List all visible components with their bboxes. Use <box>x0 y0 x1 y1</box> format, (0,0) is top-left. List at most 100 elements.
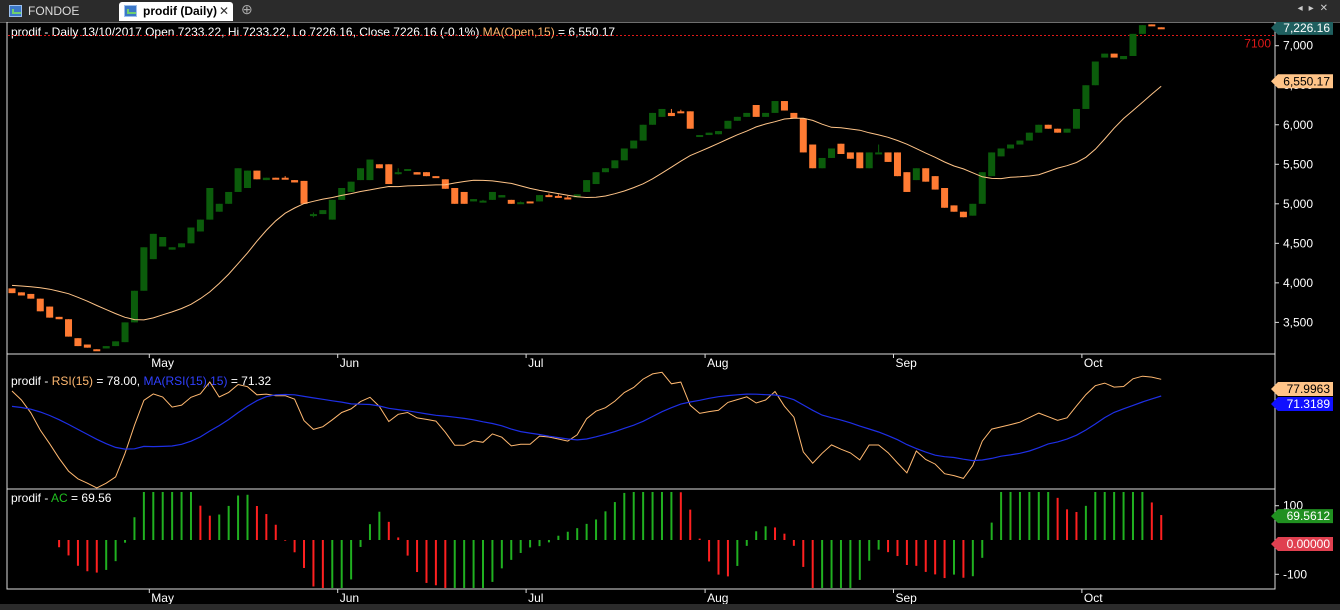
price-pane: prodif - Daily 13/10/2017 Open 7233.22, … <box>6 22 1333 355</box>
candle <box>969 203 977 216</box>
candle <box>1044 124 1052 129</box>
last-price-badge: 7,226.16 <box>1271 22 1333 35</box>
candle <box>658 108 666 117</box>
candle <box>752 105 760 117</box>
candle <box>488 191 496 200</box>
candle <box>828 148 836 158</box>
candle <box>639 124 647 141</box>
candle <box>517 202 525 205</box>
candle <box>1091 61 1099 86</box>
candle <box>667 112 675 117</box>
candle <box>1007 144 1015 149</box>
candle <box>27 293 35 299</box>
candle <box>357 168 365 181</box>
rsi-title: prodif - RSI(15) = 78.00, MA(RSI(15),15)… <box>11 374 272 388</box>
tab-nav-arrows[interactable]: ◂▸✕ <box>1297 3 1334 14</box>
last-price-badge-text: 7,226.16 <box>1283 22 1330 35</box>
x-tick-label: May <box>151 591 174 604</box>
candle <box>8 288 16 294</box>
candle <box>875 152 883 155</box>
ma-badge-bg <box>1271 74 1333 89</box>
candle <box>1025 132 1033 141</box>
candle <box>112 341 120 347</box>
candle <box>931 176 939 190</box>
candle <box>941 188 949 208</box>
candle <box>884 152 892 162</box>
candle <box>677 111 685 114</box>
candle <box>1016 140 1024 145</box>
candle <box>93 349 101 352</box>
candle <box>846 152 854 159</box>
candle <box>1054 128 1062 133</box>
candle <box>724 120 732 129</box>
x-tick-label: Jun <box>340 591 359 604</box>
candle <box>780 101 788 111</box>
x-tick-label: Jul <box>528 356 543 370</box>
candle <box>130 290 138 323</box>
candle <box>375 164 383 169</box>
candle <box>168 247 176 250</box>
chart-icon <box>9 5 22 17</box>
x-tick-label: Oct <box>1084 591 1103 604</box>
candle <box>1120 55 1128 60</box>
add-tab-icon[interactable]: ⊕ <box>241 1 253 17</box>
candle <box>206 188 214 220</box>
candle <box>743 112 751 117</box>
price-title: prodif - Daily 13/10/2017 Open 7233.22, … <box>11 25 615 39</box>
rsi-badge: 77.9963 <box>1271 382 1333 396</box>
candle <box>432 176 440 179</box>
candle <box>762 112 770 117</box>
tab-prodif[interactable]: prodif (Daily) ✕ <box>119 2 233 21</box>
candle <box>422 172 430 177</box>
candle <box>1148 24 1156 27</box>
candle <box>479 200 487 203</box>
candle <box>790 112 798 119</box>
candle <box>837 143 845 155</box>
candle <box>291 180 299 183</box>
candle <box>470 199 478 202</box>
ac-zero-badge-text: 0.00000 <box>1287 537 1331 551</box>
y-tick-label: 3,500 <box>1283 315 1313 329</box>
candle <box>225 191 233 204</box>
candle <box>451 188 459 204</box>
rsi-ma-badge: 71.3189 <box>1271 397 1333 411</box>
y-tick-label: 4,000 <box>1283 276 1313 290</box>
bottom-sheet-bar <box>0 604 1340 610</box>
close-icon[interactable]: ✕ <box>218 4 229 18</box>
candle <box>65 319 73 337</box>
candle <box>1138 25 1146 34</box>
candle <box>630 140 638 149</box>
candle <box>592 172 600 185</box>
candle <box>573 194 581 198</box>
candle <box>338 188 346 200</box>
candle <box>253 170 261 180</box>
candle <box>893 152 901 177</box>
candle <box>1157 27 1165 30</box>
y-tick-label: -100 <box>1283 567 1307 581</box>
rsi-pane: prodif - RSI(15) = 78.00, MA(RSI(15),15)… <box>6 353 1333 490</box>
rsi-ma-badge-text: 71.3189 <box>1287 397 1331 411</box>
candle <box>620 148 628 161</box>
candle <box>903 172 911 192</box>
rsi-badge-text: 77.9963 <box>1287 382 1331 396</box>
candle <box>149 233 157 260</box>
candle <box>950 205 958 212</box>
rsi-ma-badge-bg <box>1271 397 1333 411</box>
candle <box>978 172 986 204</box>
ac-badge-text: 69.5612 <box>1287 509 1331 523</box>
candle <box>460 191 468 204</box>
candle <box>394 172 402 175</box>
ac-badge-bg <box>1271 509 1333 524</box>
y-tick-label: 5,000 <box>1283 197 1313 211</box>
candle <box>564 197 572 200</box>
candle <box>997 148 1005 157</box>
candle <box>912 168 920 181</box>
candle <box>319 210 327 215</box>
tab-fondoe[interactable]: FONDOE (Daily) <box>4 2 116 37</box>
candle <box>404 169 412 172</box>
candle <box>696 135 704 138</box>
x-tick-label: Sep <box>895 356 917 370</box>
x-tick-label: May <box>151 356 174 370</box>
candle <box>366 159 374 181</box>
chart-icon <box>124 5 137 17</box>
